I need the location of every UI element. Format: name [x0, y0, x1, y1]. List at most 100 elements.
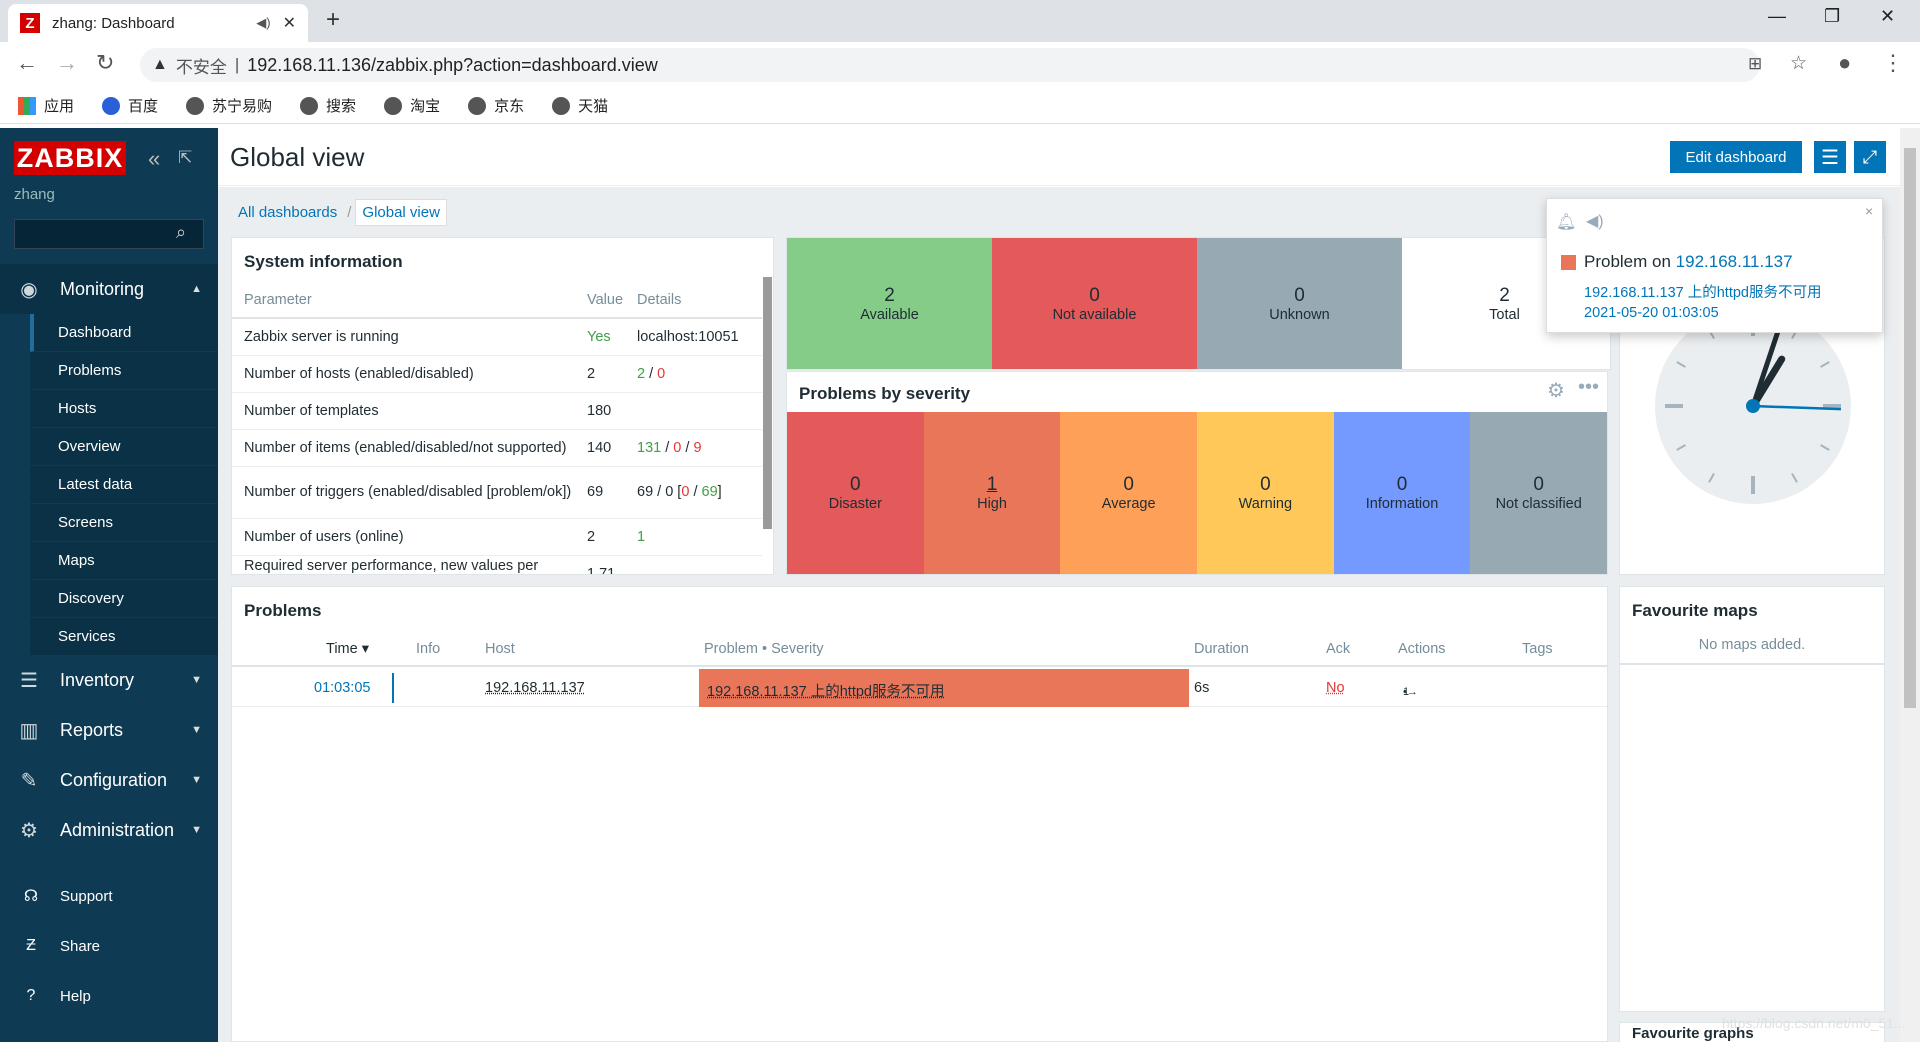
- address-field[interactable]: ▲ 不安全 | 192.168.11.136/zabbix.php?action…: [140, 48, 1760, 82]
- globe-icon: [300, 97, 318, 115]
- submenu-maps[interactable]: Maps: [30, 542, 218, 580]
- baidu-paw-icon: [102, 97, 120, 115]
- bookmark-taobao[interactable]: 淘宝: [384, 95, 440, 116]
- problem-host[interactable]: 192.168.11.137: [485, 680, 585, 696]
- bookmark-star-icon[interactable]: ☆: [1790, 52, 1807, 75]
- notification-host-link[interactable]: 192.168.11.137: [1676, 252, 1793, 271]
- scrollbar-thumb[interactable]: [1904, 148, 1916, 708]
- param-cell: Number of users (online): [232, 518, 587, 555]
- problem-severity-cell[interactable]: 192.168.11.137 上的httpd服务不可用: [699, 669, 1189, 707]
- breadcrumb-all-dashboards[interactable]: All dashboards: [232, 200, 343, 225]
- column-info: Info: [416, 641, 440, 657]
- bookmark-tmall[interactable]: 天猫: [552, 95, 608, 116]
- profile-icon[interactable]: ●: [1838, 50, 1851, 76]
- host-availability-unknown[interactable]: 0 Unknown: [1197, 238, 1402, 369]
- bookmark-suning[interactable]: 苏宁易购: [186, 95, 272, 116]
- bookmark-apps[interactable]: 应用: [18, 95, 74, 116]
- restore-icon[interactable]: ❐: [1824, 6, 1840, 27]
- dashboard-actions-icon[interactable]: ☰: [1814, 141, 1846, 173]
- menu-reports[interactable]: ▥ Reports ▼: [0, 705, 218, 755]
- menu-share[interactable]: Ƶ Share: [0, 926, 218, 966]
- warning-icon[interactable]: ▲: [152, 56, 168, 74]
- new-tab-icon[interactable]: +: [326, 6, 340, 34]
- wrench-icon: ✎: [16, 768, 42, 793]
- bookmark-search[interactable]: 搜索: [300, 95, 356, 116]
- problem-ack[interactable]: No: [1326, 680, 1345, 696]
- severity-information[interactable]: 0 Information: [1334, 412, 1471, 574]
- tab-close-icon[interactable]: ✕: [283, 13, 296, 33]
- zabbix-logo[interactable]: ZABBIX: [14, 141, 126, 175]
- severity-warning[interactable]: 0 Warning: [1197, 412, 1334, 574]
- submenu-discovery[interactable]: Discovery: [30, 580, 218, 618]
- notification-timestamp[interactable]: 2021-05-20 01:03:05: [1584, 305, 1719, 321]
- count: 0: [1294, 285, 1305, 307]
- widget-scrollbar[interactable]: [763, 277, 772, 529]
- submenu-overview[interactable]: Overview: [30, 428, 218, 466]
- edit-dashboard-button[interactable]: Edit dashboard: [1670, 141, 1802, 173]
- menu-configuration-label: Configuration: [60, 770, 167, 791]
- menu-administration-label: Administration: [60, 820, 174, 841]
- column-tags: Tags: [1522, 641, 1553, 657]
- submenu-dashboard[interactable]: Dashboard: [30, 314, 218, 352]
- widget-more-icon[interactable]: •••: [1578, 376, 1599, 399]
- breadcrumb-global-view[interactable]: Global view: [355, 199, 447, 226]
- count: 0: [1533, 474, 1544, 496]
- submenu-screens[interactable]: Screens: [30, 504, 218, 542]
- count: 2: [884, 285, 895, 307]
- reload-icon[interactable]: ↻: [96, 50, 114, 76]
- back-icon[interactable]: ←: [16, 50, 38, 76]
- url-text[interactable]: 192.168.11.136/zabbix.php?action=dashboa…: [247, 55, 657, 76]
- submenu-problems[interactable]: Problems: [30, 352, 218, 390]
- menu-help[interactable]: ? Help: [0, 976, 218, 1016]
- browser-tab[interactable]: Z zhang: Dashboard ◀) ✕: [8, 4, 308, 42]
- kiosk-mode-icon[interactable]: ⤢: [1854, 141, 1886, 173]
- host-availability-available[interactable]: 2 Available: [787, 238, 992, 369]
- problem-time[interactable]: 01:03:05: [314, 680, 370, 696]
- severity-disaster[interactable]: 0 Disaster: [787, 412, 924, 574]
- translate-icon[interactable]: ⊞: [1748, 54, 1762, 74]
- sound-icon[interactable]: ◀): [1586, 211, 1604, 231]
- menu-support[interactable]: ☊ Support: [0, 876, 218, 916]
- label: Disaster: [829, 496, 882, 512]
- problem-count: 0: [681, 484, 689, 500]
- browser-menu-icon[interactable]: ⋮: [1882, 50, 1904, 76]
- chevron-up-icon: ▲: [191, 283, 202, 295]
- column-actions: Actions: [1398, 641, 1446, 657]
- headset-icon: ☊: [22, 886, 40, 906]
- notification-message[interactable]: 192.168.11.137 上的httpd服务不可用: [1584, 281, 1822, 302]
- problem-name[interactable]: 192.168.11.137 上的httpd服务不可用: [707, 680, 945, 701]
- menu-administration[interactable]: ⚙ Administration ▼: [0, 805, 218, 855]
- severity-not-classified[interactable]: 0 Not classified: [1470, 412, 1607, 574]
- window-close-icon[interactable]: ✕: [1880, 6, 1895, 27]
- triggers-prefix: 69 / 0 [: [637, 484, 681, 500]
- breadcrumb: All dashboards / Global view: [232, 199, 447, 226]
- menu-configuration[interactable]: ✎ Configuration ▼: [0, 755, 218, 805]
- column-time[interactable]: Time ▾: [326, 641, 369, 657]
- menu-inventory[interactable]: ☰ Inventory ▼: [0, 655, 218, 705]
- severity-average[interactable]: 0 Average: [1060, 412, 1197, 574]
- host-availability-not-available[interactable]: 0 Not available: [992, 238, 1197, 369]
- tab-audio-icon[interactable]: ◀): [256, 15, 270, 31]
- param-cell: Number of templates: [232, 392, 587, 429]
- submenu-hosts[interactable]: Hosts: [30, 390, 218, 428]
- bar-chart-icon: ▥: [16, 718, 42, 743]
- column-ack: Ack: [1326, 641, 1350, 657]
- widget-settings-icon[interactable]: ⚙: [1547, 378, 1565, 403]
- count[interactable]: 1: [987, 474, 998, 496]
- bookmark-baidu[interactable]: 百度: [102, 95, 158, 116]
- submenu-latest-data[interactable]: Latest data: [30, 466, 218, 504]
- search-icon[interactable]: ⌕: [176, 222, 186, 243]
- submenu-services[interactable]: Services: [30, 618, 218, 656]
- compact-view-icon[interactable]: ⇱: [178, 148, 192, 168]
- menu-monitoring[interactable]: ◉ Monitoring ▲: [0, 264, 218, 314]
- close-icon[interactable]: ×: [1865, 203, 1873, 219]
- bookmark-jd[interactable]: 京东: [468, 95, 524, 116]
- minimize-icon[interactable]: —: [1768, 6, 1786, 27]
- insecure-label[interactable]: 不安全: [176, 53, 227, 78]
- count: 2: [1499, 285, 1510, 307]
- severity-high[interactable]: 1 High: [924, 412, 1061, 574]
- collapse-sidebar-icon[interactable]: «: [148, 146, 160, 172]
- page-scrollbar[interactable]: [1900, 128, 1920, 1042]
- forward-icon[interactable]: →: [56, 50, 78, 76]
- bell-icon[interactable]: 🔔︎: [1556, 212, 1576, 232]
